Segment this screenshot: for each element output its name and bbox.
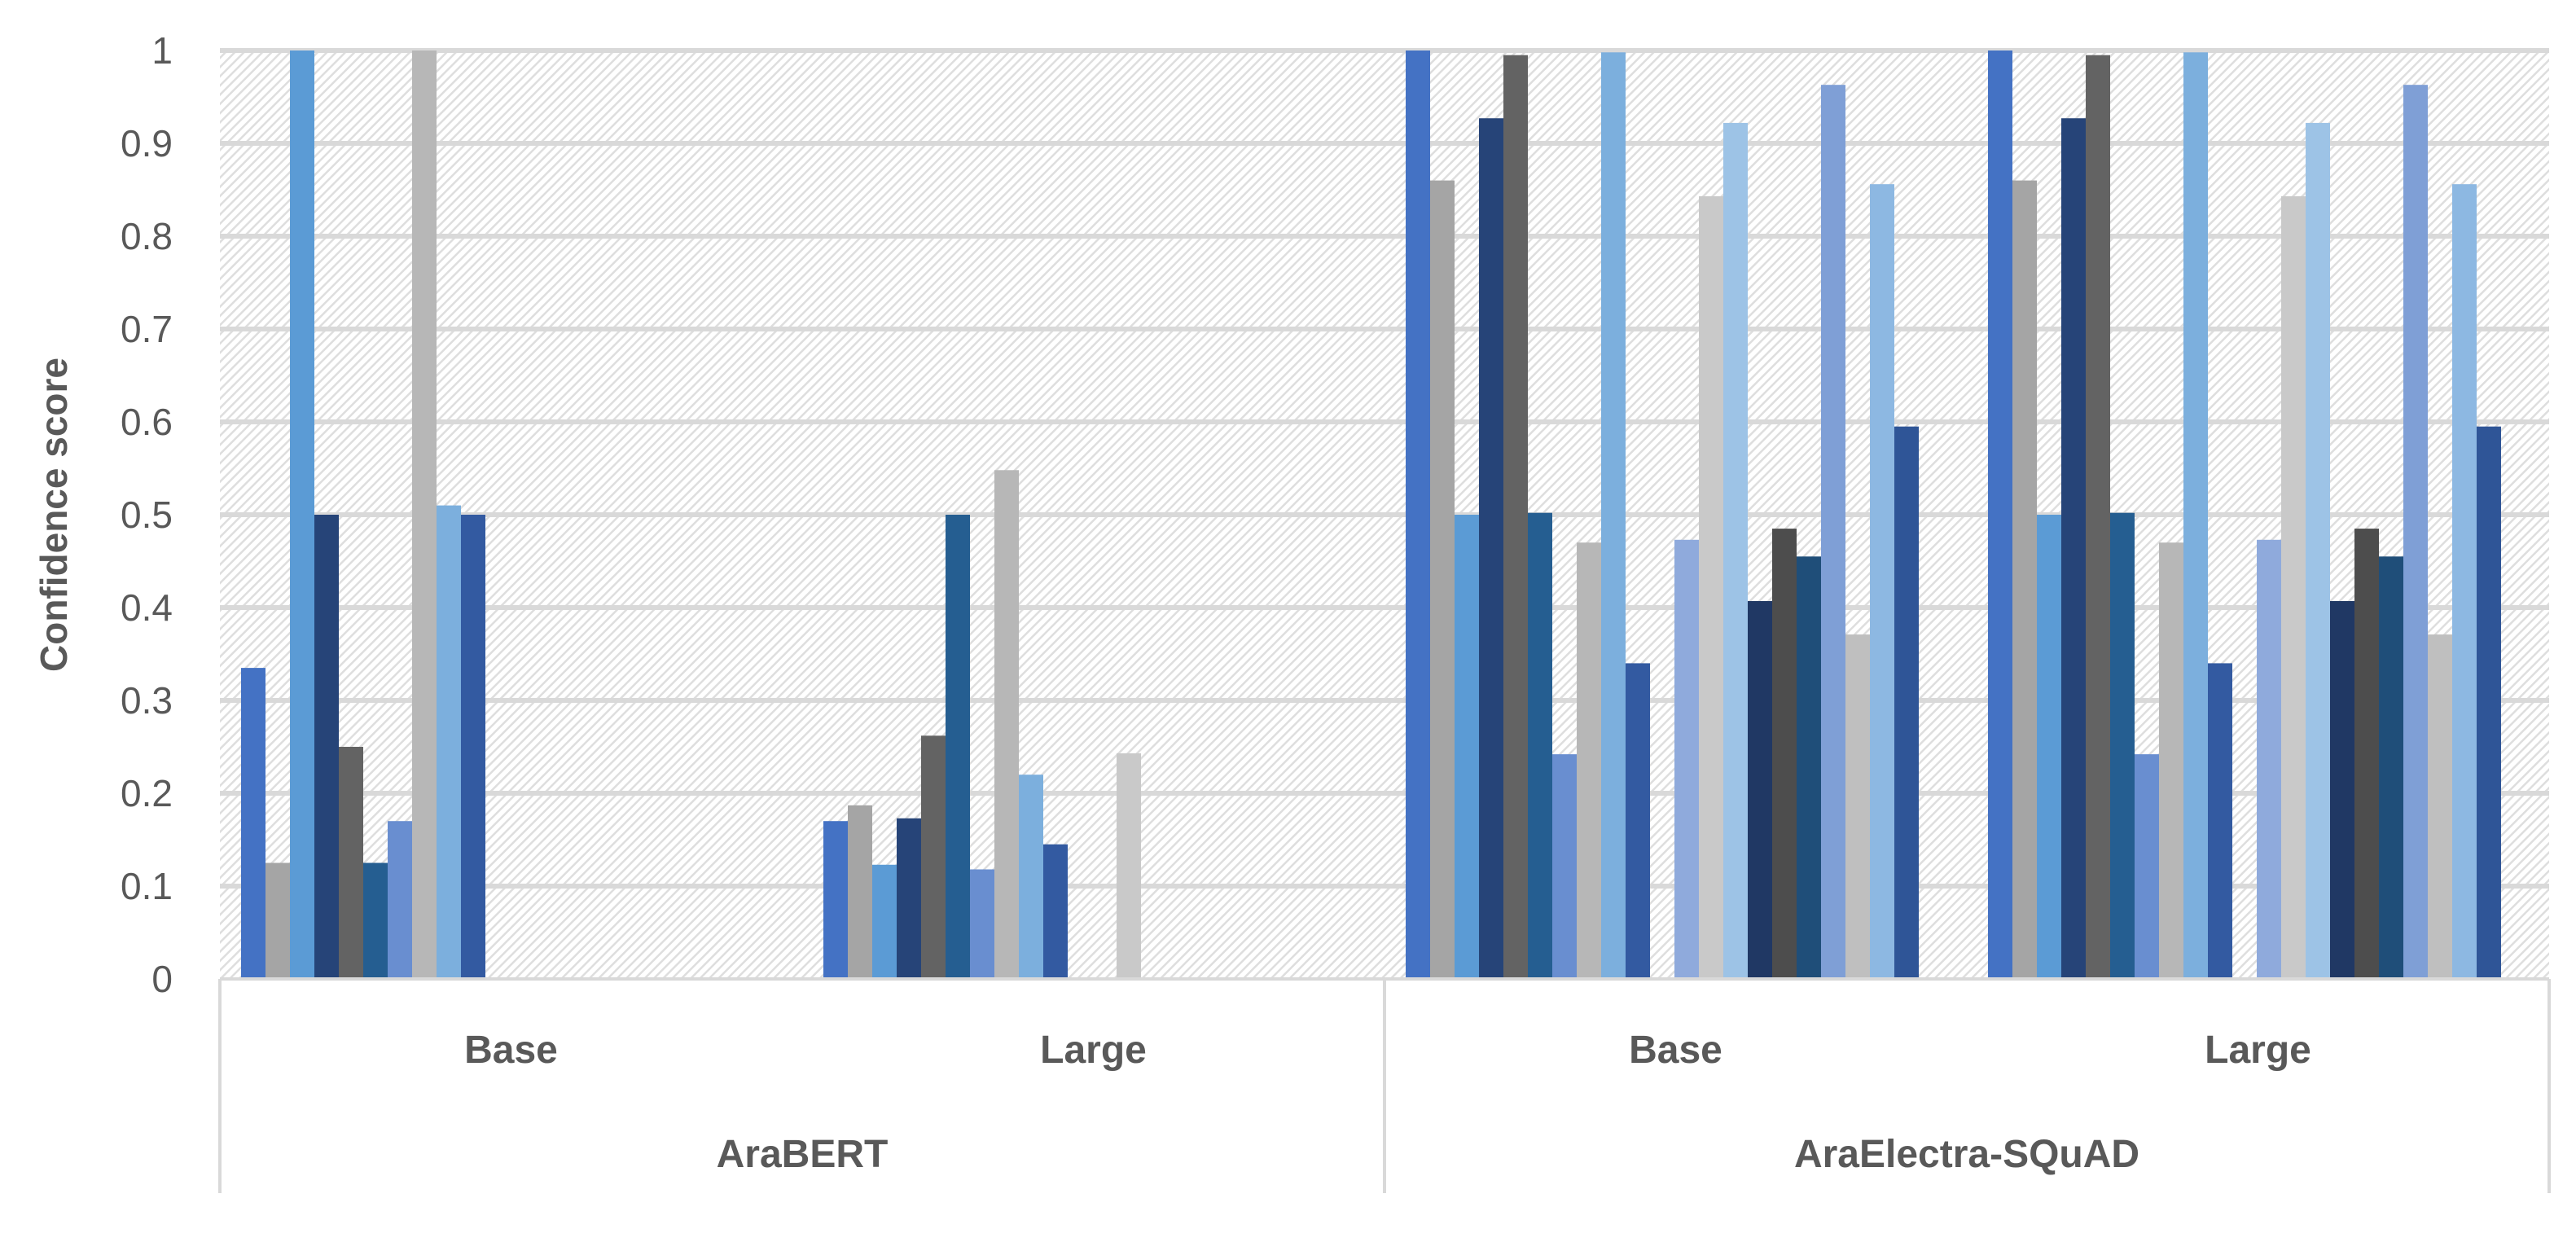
bar — [1430, 180, 1455, 980]
x-group-label: AraBERT — [717, 1133, 889, 1176]
bar — [241, 668, 265, 979]
bar — [1528, 512, 1552, 979]
bar — [2379, 556, 2403, 979]
bar — [946, 515, 970, 979]
bar — [314, 515, 339, 979]
bar — [1870, 184, 1894, 979]
bar — [363, 862, 388, 979]
bar — [2110, 512, 2135, 979]
y-tick-label: 0.2 — [121, 772, 173, 814]
bar — [2403, 85, 2428, 979]
bar — [290, 50, 314, 979]
bar — [2428, 634, 2452, 979]
x-subcategory-label: Base — [1629, 1029, 1722, 1072]
bar — [897, 818, 921, 979]
bar — [2281, 195, 2306, 980]
bar — [2208, 663, 2232, 979]
bar — [265, 862, 290, 979]
x-group-label: AraElectra-SQuAD — [1794, 1133, 2139, 1176]
y-tick-label: 0.3 — [121, 679, 173, 722]
bar — [2452, 184, 2477, 979]
bar — [1552, 754, 1577, 979]
y-tick-label: 1 — [151, 29, 173, 72]
bar — [2183, 52, 2208, 979]
bar — [1406, 50, 1430, 979]
bar — [437, 505, 461, 979]
bar — [1723, 122, 1748, 979]
bar — [388, 821, 412, 979]
bar — [1748, 601, 1772, 979]
bar — [2257, 539, 2281, 979]
bar — [2306, 122, 2330, 979]
bar — [1674, 539, 1699, 979]
bar — [823, 821, 848, 979]
bar — [1894, 426, 1919, 979]
bar — [1117, 753, 1141, 979]
bar — [2086, 55, 2110, 980]
y-tick-label: 0.1 — [121, 865, 173, 907]
bar — [1455, 515, 1479, 979]
bar — [2135, 754, 2159, 979]
bar — [2061, 118, 2086, 980]
bar — [1019, 775, 1043, 979]
bar — [1988, 50, 2012, 979]
y-tick-label: 0.5 — [121, 494, 173, 536]
bar — [2354, 529, 2379, 979]
bar — [1503, 55, 1528, 980]
bar — [1821, 85, 1845, 979]
bar — [848, 805, 872, 979]
bar — [2012, 180, 2037, 980]
bar — [339, 747, 363, 979]
bar — [461, 515, 485, 979]
y-tick-label: 0 — [151, 958, 173, 1000]
y-axis-title: Confidence score — [33, 358, 75, 672]
bar — [872, 864, 897, 979]
bar — [1577, 542, 1601, 979]
y-tick-label: 0.8 — [121, 215, 173, 257]
gridlines — [220, 48, 2549, 889]
y-tick-label: 0.7 — [121, 308, 173, 350]
y-tick-label: 0.9 — [121, 122, 173, 165]
bars — [241, 50, 2501, 980]
bar — [1479, 118, 1503, 980]
bar — [970, 869, 994, 979]
bar — [2159, 542, 2183, 979]
bar — [921, 735, 946, 979]
bar — [1043, 844, 1068, 979]
bar — [1845, 634, 1870, 979]
bar — [1699, 195, 1723, 980]
bar — [2330, 601, 2354, 979]
x-subcategory-label: Base — [464, 1029, 558, 1072]
y-tick-label: 0.4 — [121, 586, 173, 629]
y-tick-label: 0.6 — [121, 401, 173, 443]
bar — [994, 470, 1019, 979]
axes: 0 0.1 0.2 0.3 0.4 0.5 0.6 0.7 0.8 0.9 1 Base Large Ar… — [121, 29, 2551, 1193]
x-subcategory-label: Large — [2205, 1029, 2311, 1072]
bar — [2477, 426, 2501, 979]
bar — [1601, 52, 1626, 979]
bar — [1797, 556, 1821, 979]
bar — [412, 50, 437, 979]
bar — [1772, 529, 1797, 979]
bar — [1626, 663, 1650, 979]
x-subcategory-label: Large — [1040, 1029, 1147, 1072]
bar — [2037, 515, 2061, 979]
